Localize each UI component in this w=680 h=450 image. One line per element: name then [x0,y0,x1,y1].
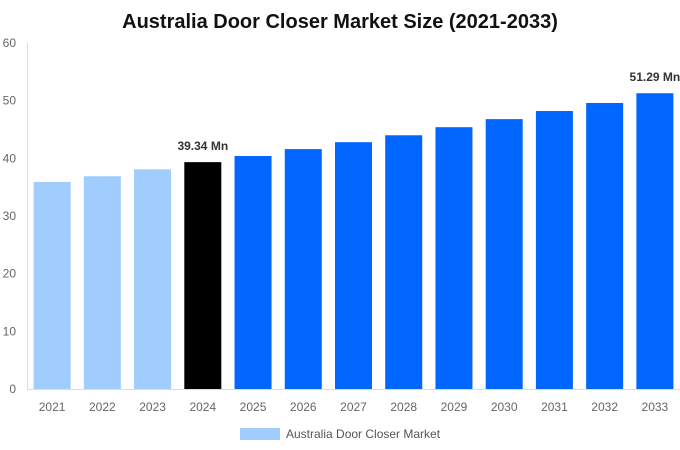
x-tick-label: 2030 [491,400,518,414]
bar-2021 [33,181,71,389]
bar-2031 [535,111,573,390]
bar-2026 [284,149,322,389]
y-tick-label: 0 [9,382,16,396]
x-tick-label: 2023 [139,400,166,414]
y-tick-label: 20 [3,267,17,281]
bar-2023 [134,169,172,389]
chart-title: Australia Door Closer Market Size (2021-… [122,11,558,33]
data-label: 51.29 Mn [630,70,680,84]
x-tick-label: 2033 [642,400,669,414]
y-tick-label: 30 [3,209,17,223]
x-tick-label: 2024 [189,400,216,414]
x-tick-label: 2032 [591,400,618,414]
y-tick-label: 10 [3,324,17,338]
x-tick-label: 2025 [240,400,267,414]
x-tick-label: 2031 [541,400,568,414]
bar-2028 [385,135,423,389]
x-tick-label: 2022 [89,400,116,414]
bar-2022 [83,176,121,389]
y-tick-label: 60 [3,36,17,50]
data-label: 39.34 Mn [177,139,228,153]
bar-2033 [636,93,674,390]
bar-2027 [335,142,372,389]
bar-2030 [485,119,523,390]
legend-swatch [240,428,280,440]
x-tick-label: 2029 [441,400,468,414]
y-tick-label: 50 [3,94,17,108]
bar-2024 [184,162,222,389]
x-tick-label: 2027 [340,400,367,414]
bar-2025 [234,156,272,389]
legend-label: Australia Door Closer Market [286,427,441,441]
bar-2032 [586,102,624,390]
x-tick-label: 2028 [390,400,417,414]
y-tick-label: 40 [3,151,17,165]
x-tick-label: 2026 [290,400,317,414]
bar-2029 [435,127,473,390]
x-tick-label: 2021 [39,400,66,414]
